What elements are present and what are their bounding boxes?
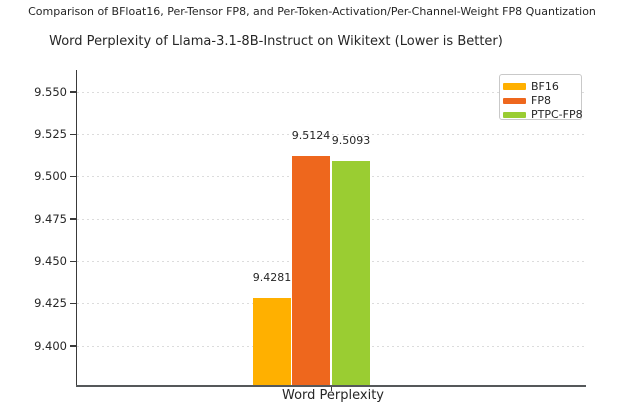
gridline xyxy=(77,176,586,178)
fp8-swatch-icon xyxy=(503,97,526,105)
gridline xyxy=(77,345,586,347)
legend-label-bf16: BF16 xyxy=(531,79,559,93)
gridline xyxy=(77,303,586,305)
legend-item-ptpc-fp8: PTPC-FP8 xyxy=(503,108,583,122)
y-tick-label: 9.525 xyxy=(34,126,67,141)
y-axis-spine xyxy=(75,70,77,387)
chart-title: Word Perplexity of Llama-3.1-8B-Instruct… xyxy=(49,34,503,49)
y-tick-mark xyxy=(70,260,76,263)
bar-fp8 xyxy=(292,155,330,385)
x-axis-spine xyxy=(75,385,586,387)
gridline xyxy=(77,91,586,93)
y-tick-label: 9.450 xyxy=(34,253,67,268)
bar-bf16 xyxy=(253,298,291,385)
x-tick-label: Word Perplexity xyxy=(282,388,384,403)
legend-label-ptpc-fp8: PTPC-FP8 xyxy=(531,108,583,122)
y-tick-label: 9.400 xyxy=(34,338,67,353)
y-tick-label: 9.475 xyxy=(34,211,67,226)
x-tick-mark xyxy=(330,387,332,391)
bf16-swatch-icon xyxy=(503,83,526,90)
gridline xyxy=(77,218,586,220)
legend-label-fp8: FP8 xyxy=(531,93,551,107)
y-tick-mark xyxy=(70,345,76,347)
y-tick-mark xyxy=(70,218,76,220)
figure-suptitle: Comparison of BFloat16, Per-Tensor FP8, … xyxy=(28,5,596,18)
y-tick-label: 9.550 xyxy=(34,84,67,99)
bar-value-label-bf16: 9.4281 xyxy=(252,271,292,285)
bar-value-label-ptpc-fp8: 9.5093 xyxy=(331,133,371,147)
legend-item-fp8: FP8 xyxy=(503,94,581,108)
y-tick-mark xyxy=(70,303,76,305)
y-tick-label: 9.500 xyxy=(34,169,67,184)
y-tick-mark xyxy=(70,133,76,136)
ptpc-fp8-swatch-icon xyxy=(503,111,526,119)
y-tick-label: 9.425 xyxy=(34,296,67,311)
y-tick-mark xyxy=(70,91,76,93)
legend-item-bf16: BF16 xyxy=(503,80,581,94)
bar-ptpc-fp8 xyxy=(332,160,370,385)
bar-value-label-fp8: 9.5124 xyxy=(291,128,331,142)
plot-area: 9.4281 9.5124 9.5093 xyxy=(77,70,586,385)
legend: BF16 FP8 PTPC-FP8 xyxy=(499,74,583,122)
y-tick-mark xyxy=(70,175,76,178)
gridline xyxy=(77,260,586,262)
gridline xyxy=(77,133,586,135)
